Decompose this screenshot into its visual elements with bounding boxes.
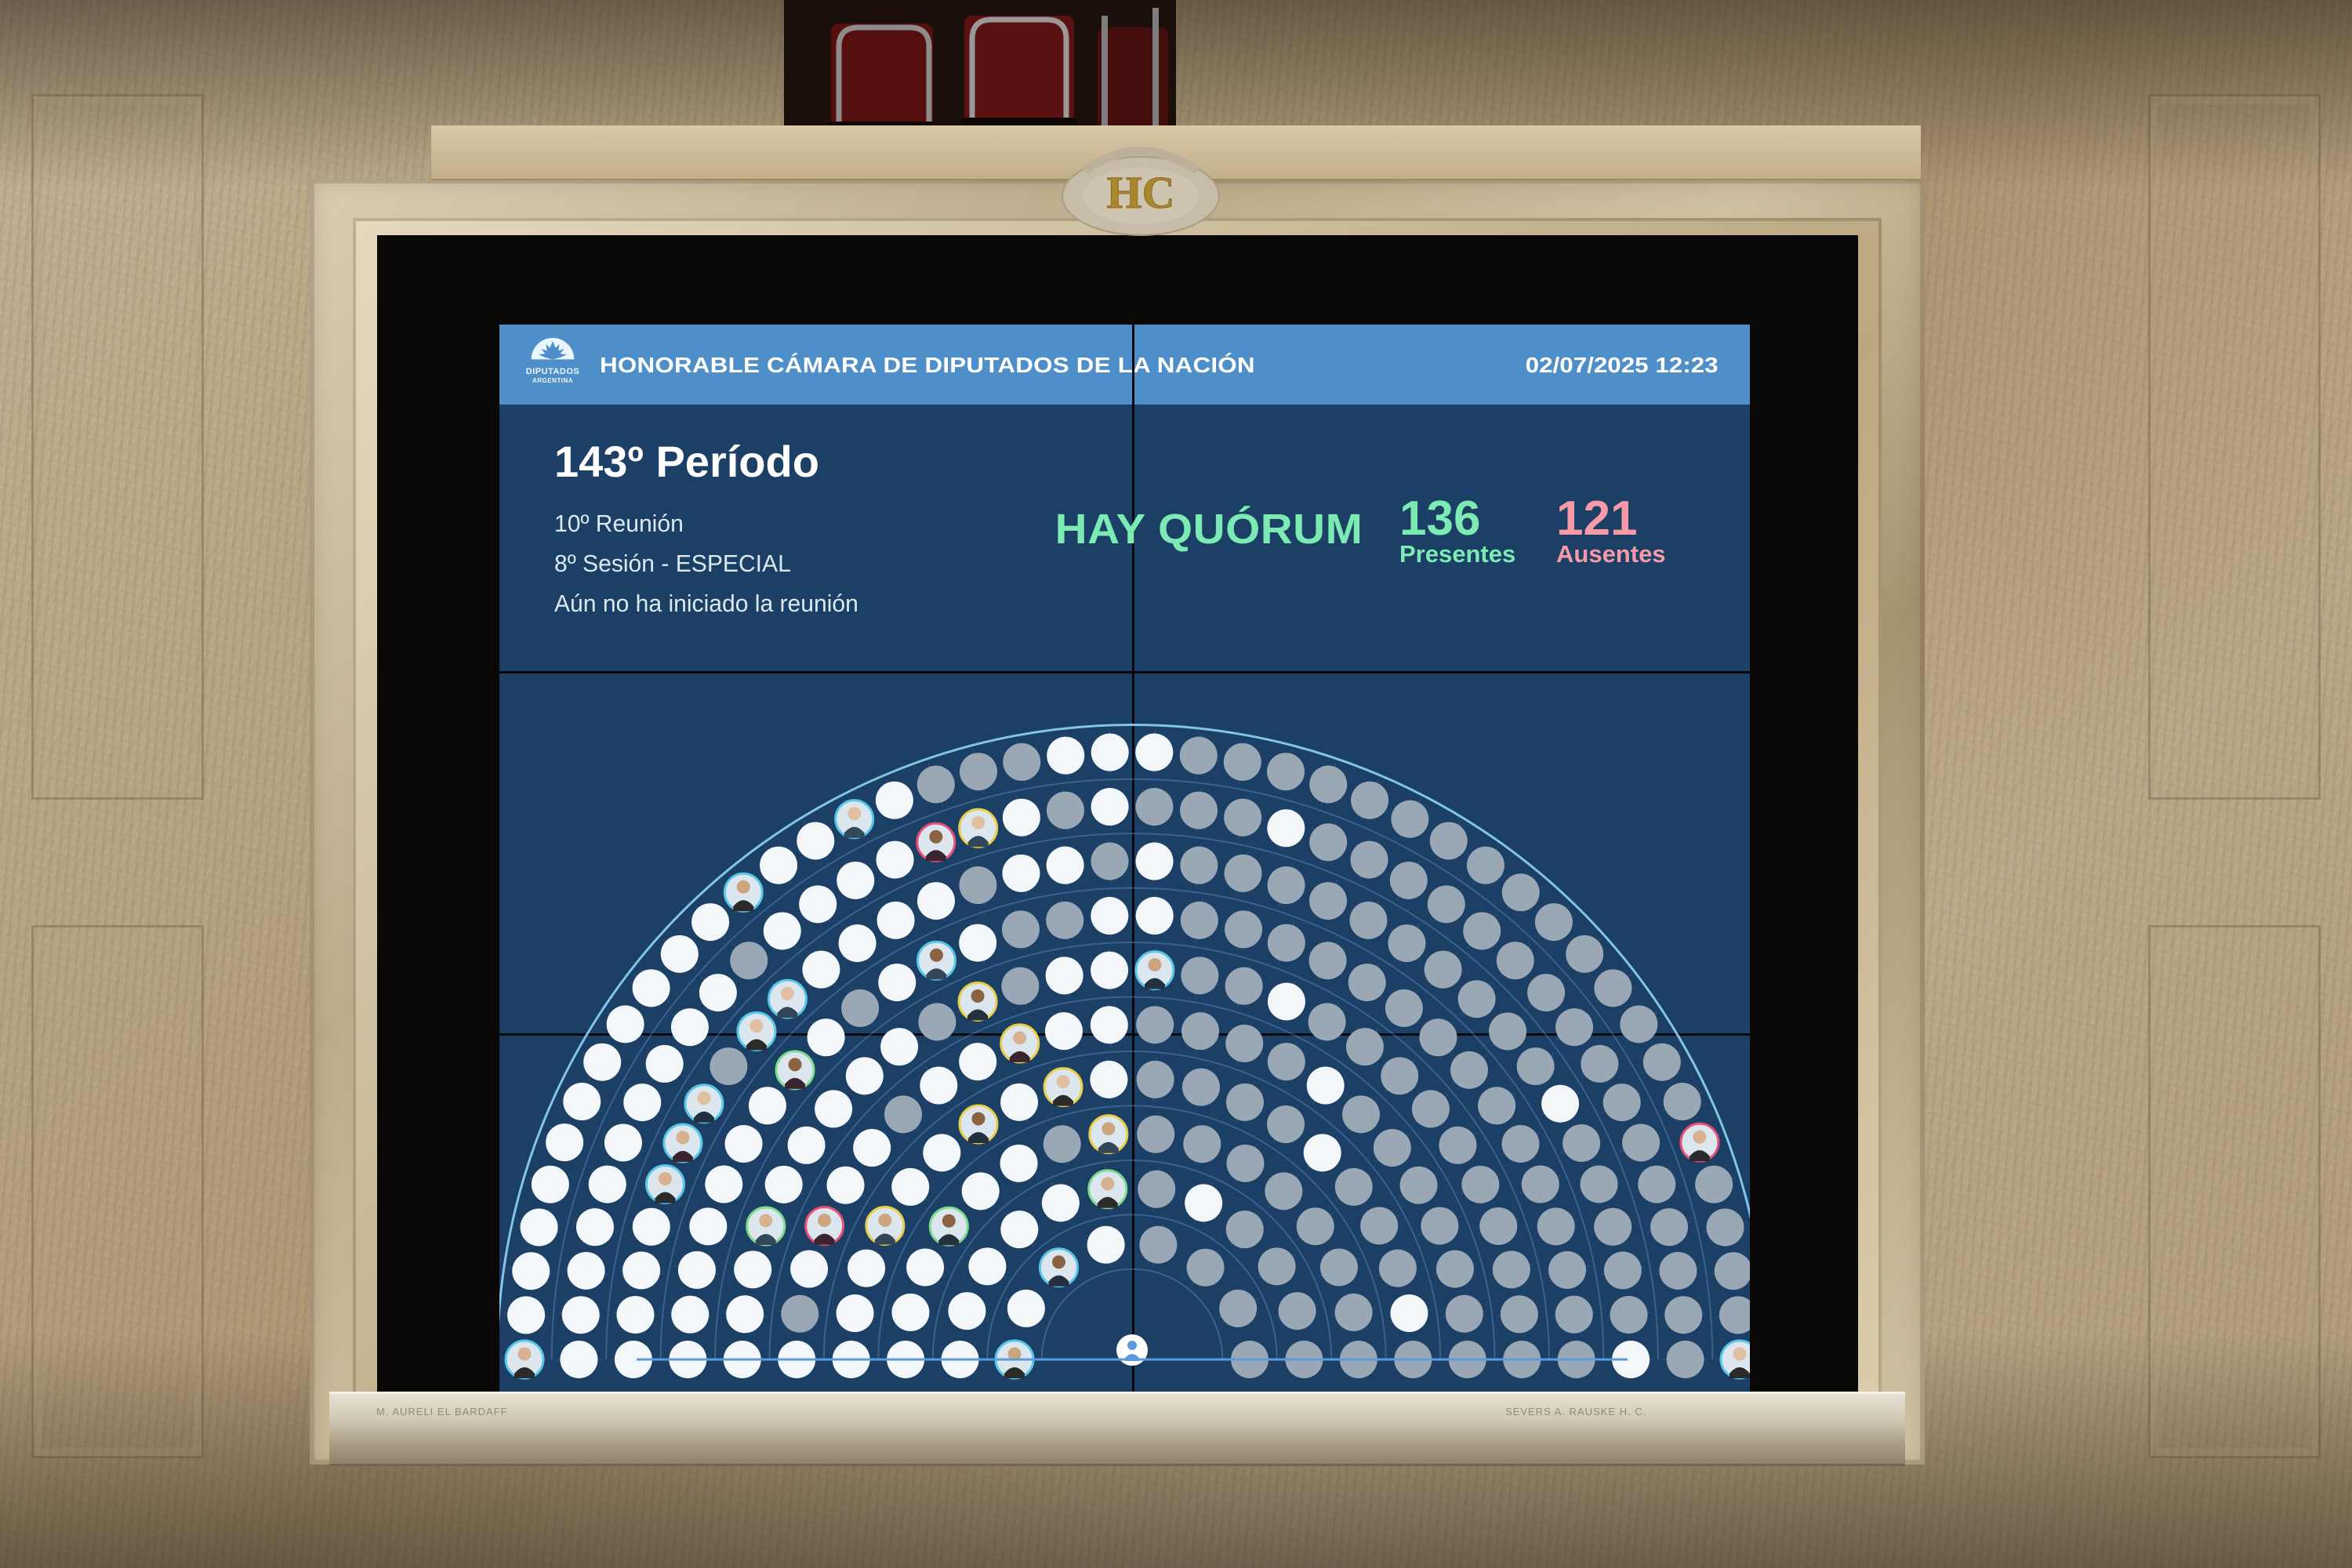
svg-text:HC: HC [1107,167,1175,218]
